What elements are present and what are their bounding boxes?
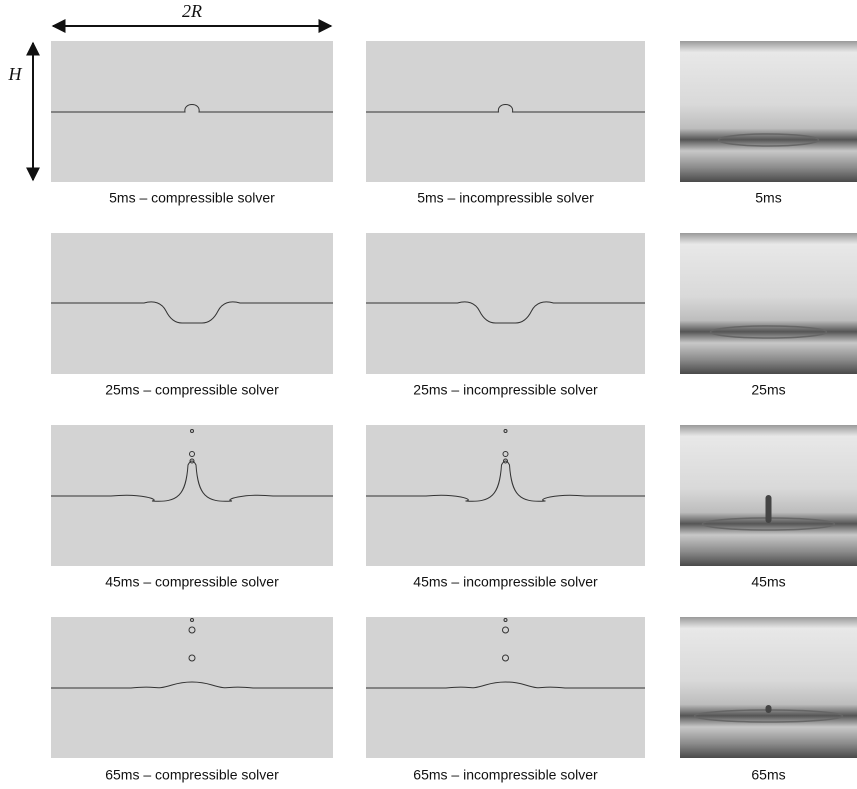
splash [717,133,820,147]
interface-line [366,681,645,689]
caption: 25ms – compressible solver [105,382,279,398]
caption: 5ms – compressible solver [109,190,275,206]
caption: 25ms [751,382,785,398]
droplet [190,618,194,622]
caption: 45ms [751,574,785,590]
droplet [503,458,508,464]
droplet [188,654,196,662]
interface [366,618,645,689]
droplet [502,654,509,662]
caption: 5ms – incompressible solver [417,190,594,206]
droplet [188,626,196,634]
splash [709,325,828,339]
caption: 5ms [755,190,781,206]
caption: 25ms – incompressible solver [413,382,598,398]
jet [765,495,772,523]
droplet [189,458,195,464]
droplet [189,451,195,457]
interface-line [366,460,645,502]
droplet [503,429,508,433]
caption: 65ms [751,767,785,783]
droplet [190,429,194,433]
experiment-photo [680,617,857,758]
interface-line [51,301,333,324]
interface-line [366,104,645,113]
interface-line [51,681,333,689]
interface [51,301,333,324]
interface-line [51,460,333,502]
panels: 5ms – compressible solver 5ms – incompres… [51,41,857,783]
interface [366,104,645,113]
interface [51,618,333,689]
height-label: H [8,64,23,84]
droplet [503,618,508,622]
droplet [502,626,509,634]
caption: 45ms – compressible solver [105,574,279,590]
experiment-photo [680,41,857,182]
caption: 45ms – incompressible solver [413,574,598,590]
droplet [502,451,509,457]
caption: 65ms – compressible solver [105,767,279,783]
width-label: 2R [182,1,202,21]
interface [51,429,333,502]
interface [366,301,645,324]
interface-line [51,104,333,113]
jet [765,705,772,713]
interface [51,104,333,113]
experiment-photo [680,233,857,374]
interface-line [366,301,645,324]
caption: 65ms – incompressible solver [413,767,598,783]
interface [366,429,645,502]
